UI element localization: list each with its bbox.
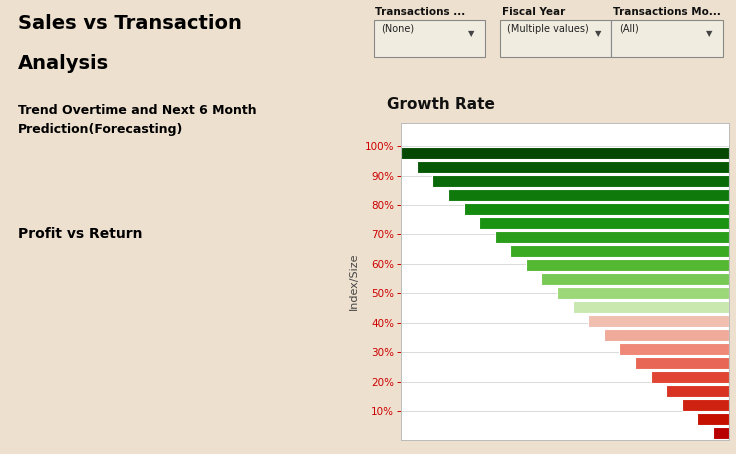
Text: Analysis: Analysis bbox=[18, 54, 110, 74]
Bar bbox=[557, 287, 729, 299]
Bar bbox=[588, 315, 729, 327]
Text: Growth Rate: Growth Rate bbox=[386, 97, 495, 112]
Text: Sales vs Transaction: Sales vs Transaction bbox=[18, 14, 242, 33]
Bar bbox=[542, 273, 729, 285]
FancyBboxPatch shape bbox=[374, 20, 485, 57]
Bar bbox=[479, 217, 729, 229]
Text: Profit vs Return: Profit vs Return bbox=[18, 227, 143, 241]
Text: (Multiple values): (Multiple values) bbox=[507, 24, 589, 34]
FancyBboxPatch shape bbox=[612, 20, 723, 57]
Bar bbox=[651, 371, 729, 384]
Bar bbox=[464, 203, 729, 215]
Bar bbox=[620, 343, 729, 355]
Text: (All): (All) bbox=[619, 24, 639, 34]
FancyBboxPatch shape bbox=[500, 20, 612, 57]
Bar bbox=[432, 175, 729, 187]
Text: Fiscal Year: Fiscal Year bbox=[502, 7, 565, 17]
Bar bbox=[417, 161, 729, 173]
Bar bbox=[698, 413, 729, 425]
Bar bbox=[682, 399, 729, 411]
Text: ▼: ▼ bbox=[595, 29, 601, 38]
Bar bbox=[604, 329, 729, 341]
Bar bbox=[526, 259, 729, 271]
Text: Trend Overtime and Next 6 Month
Prediction(Forecasting): Trend Overtime and Next 6 Month Predicti… bbox=[18, 104, 257, 136]
Text: Transactions ...: Transactions ... bbox=[375, 7, 466, 17]
Bar bbox=[573, 301, 729, 313]
Bar bbox=[448, 189, 729, 201]
Bar bbox=[401, 147, 729, 159]
Bar bbox=[495, 231, 729, 243]
Text: (None): (None) bbox=[381, 24, 414, 34]
Bar bbox=[666, 385, 729, 397]
Bar bbox=[510, 245, 729, 257]
Text: Transactions Mo...: Transactions Mo... bbox=[613, 7, 721, 17]
Bar bbox=[635, 357, 729, 370]
Bar bbox=[713, 427, 729, 439]
Text: ▼: ▼ bbox=[468, 29, 475, 38]
Y-axis label: Index/Size: Index/Size bbox=[349, 253, 359, 310]
Text: ▼: ▼ bbox=[707, 29, 712, 38]
